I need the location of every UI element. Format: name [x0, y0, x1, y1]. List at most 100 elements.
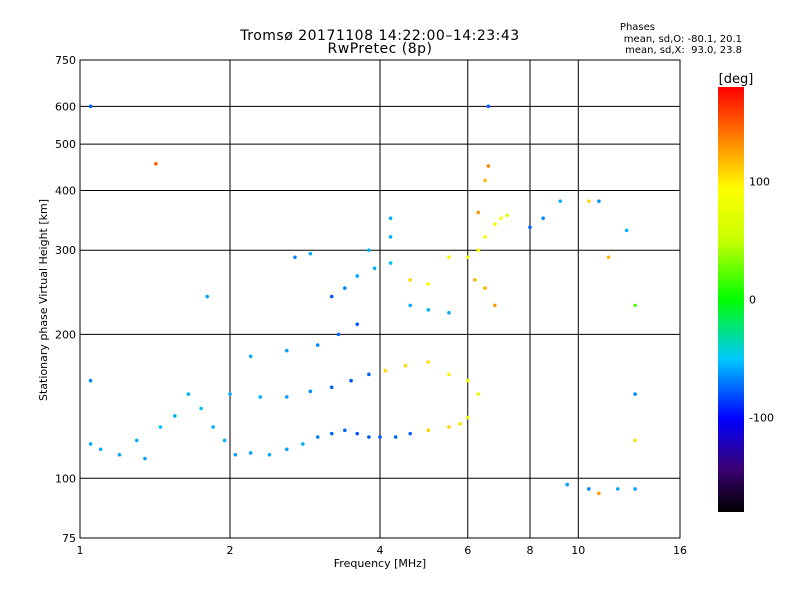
- data-points: [88, 104, 637, 496]
- data-point: [388, 216, 393, 221]
- grid-lines: [80, 60, 680, 538]
- y-tick-label: 75: [62, 532, 76, 545]
- data-point: [426, 360, 431, 364]
- data-point: [355, 322, 359, 327]
- data-point: [336, 332, 341, 337]
- y-tick-label: 100: [55, 472, 76, 485]
- data-point: [493, 303, 497, 308]
- data-point: [329, 385, 334, 390]
- data-point: [199, 406, 203, 411]
- x-tick-label: 6: [464, 544, 471, 557]
- phases-stats-o: mean, sd,O: -80.1, 20.1: [623, 34, 742, 45]
- phases-heading: Phases: [619, 22, 655, 33]
- data-point: [493, 222, 497, 227]
- colorbar-tick-label: -100: [749, 412, 774, 425]
- data-point: [355, 431, 359, 436]
- y-axis-label: Stationary phase Virtual Height [km]: [37, 199, 50, 401]
- data-point: [476, 392, 481, 396]
- data-point: [528, 225, 532, 230]
- data-point: [615, 487, 620, 491]
- data-point: [284, 348, 289, 353]
- x-tick-label: 16: [673, 544, 687, 557]
- data-point: [597, 199, 601, 203]
- data-point: [211, 425, 215, 429]
- data-point: [633, 438, 637, 443]
- data-point: [134, 438, 139, 443]
- data-point: [393, 435, 398, 439]
- data-point: [228, 392, 232, 396]
- data-point: [284, 447, 289, 452]
- data-point: [624, 228, 629, 233]
- phases-stats-x: mean, sd,X: 93.0, 23.8: [625, 45, 742, 56]
- data-point: [186, 392, 191, 396]
- data-point: [447, 255, 451, 260]
- x-tick-label: 4: [377, 544, 384, 557]
- data-point: [426, 428, 431, 433]
- data-point: [476, 248, 481, 253]
- data-point: [372, 266, 377, 271]
- x-tick-label: 8: [527, 544, 534, 557]
- data-point: [388, 261, 393, 265]
- data-point: [248, 354, 253, 359]
- y-tick-label: 600: [55, 100, 76, 113]
- data-point: [408, 278, 413, 282]
- data-point: [447, 425, 451, 429]
- data-point: [486, 104, 491, 109]
- data-point: [633, 303, 637, 308]
- data-point: [329, 431, 334, 436]
- data-point: [329, 294, 334, 299]
- colorbar-ticks: -100 0 100: [749, 175, 774, 424]
- data-point: [458, 422, 463, 426]
- data-point: [383, 368, 388, 373]
- data-point: [173, 414, 177, 418]
- data-point: [486, 164, 491, 168]
- data-point: [499, 216, 503, 221]
- data-point: [205, 294, 209, 299]
- y-tick-label: 300: [55, 244, 76, 257]
- colorbar-label: [deg]: [719, 72, 754, 87]
- data-point: [597, 491, 601, 496]
- data-point: [284, 395, 289, 399]
- data-point: [367, 372, 371, 377]
- colorbar: [718, 87, 744, 512]
- x-axis-label: Frequency [MHz]: [334, 557, 426, 570]
- data-point: [293, 255, 297, 260]
- data-point: [355, 274, 359, 278]
- data-point: [88, 378, 93, 383]
- data-point: [558, 199, 563, 203]
- data-point: [426, 282, 431, 286]
- data-point: [473, 278, 477, 282]
- data-point: [301, 442, 305, 446]
- data-point: [315, 343, 320, 347]
- data-point: [408, 431, 413, 436]
- data-point: [378, 435, 382, 439]
- data-point: [465, 415, 470, 420]
- colorbar-tick-label: 100: [749, 175, 770, 188]
- data-point: [403, 363, 408, 368]
- data-point: [367, 435, 371, 439]
- data-point: [465, 378, 470, 383]
- plot-frame: [79, 59, 681, 539]
- chart-title-line2: RwPretec (8p): [327, 41, 433, 57]
- y-tick-label: 500: [55, 138, 76, 151]
- data-point: [483, 235, 487, 239]
- data-point: [308, 251, 313, 256]
- data-point: [258, 395, 263, 399]
- data-point: [587, 487, 591, 491]
- data-point: [587, 199, 591, 203]
- chart-title-line1: Tromsø 20171108 14:22:00–14:23:43: [240, 28, 520, 44]
- data-point: [158, 425, 163, 429]
- data-point: [408, 303, 413, 308]
- x-tick-label: 1: [77, 544, 84, 557]
- data-point: [349, 378, 353, 383]
- data-point: [483, 178, 487, 183]
- data-point: [465, 255, 470, 260]
- data-point: [476, 210, 481, 215]
- y-tick-label: 200: [55, 328, 76, 341]
- data-point: [88, 442, 93, 446]
- colorbar-tick-label: 0: [749, 294, 756, 307]
- y-tick-label: 400: [55, 184, 76, 197]
- data-point: [343, 428, 347, 433]
- data-point: [541, 216, 545, 221]
